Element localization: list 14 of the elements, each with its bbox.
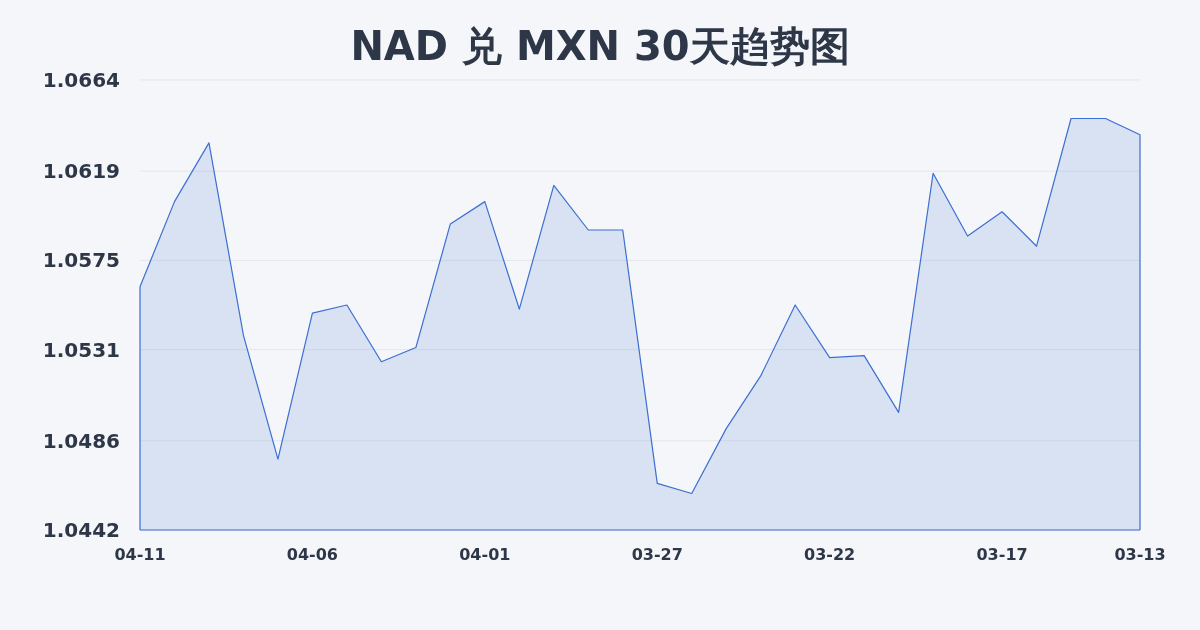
y-tick-label: 1.0531 — [42, 337, 120, 362]
x-tick-label: 04-01 — [459, 545, 511, 564]
y-tick-label: 1.0664 — [42, 68, 120, 92]
chart-title: NAD 兑 MXN 30天趋势图 — [350, 23, 850, 69]
x-tick-label: 03-22 — [804, 545, 856, 564]
x-tick-label: 03-17 — [976, 545, 1028, 564]
y-tick-label: 1.0442 — [42, 518, 120, 542]
y-tick-label: 1.0619 — [42, 159, 120, 184]
x-tick-label: 04-11 — [114, 545, 166, 564]
x-tick-label: 03-13 — [1114, 545, 1166, 564]
x-tick-label: 04-06 — [286, 545, 338, 564]
x-tick-label: 03-27 — [631, 545, 683, 564]
y-tick-label: 1.0575 — [42, 248, 120, 273]
y-tick-label: 1.0486 — [42, 428, 120, 453]
